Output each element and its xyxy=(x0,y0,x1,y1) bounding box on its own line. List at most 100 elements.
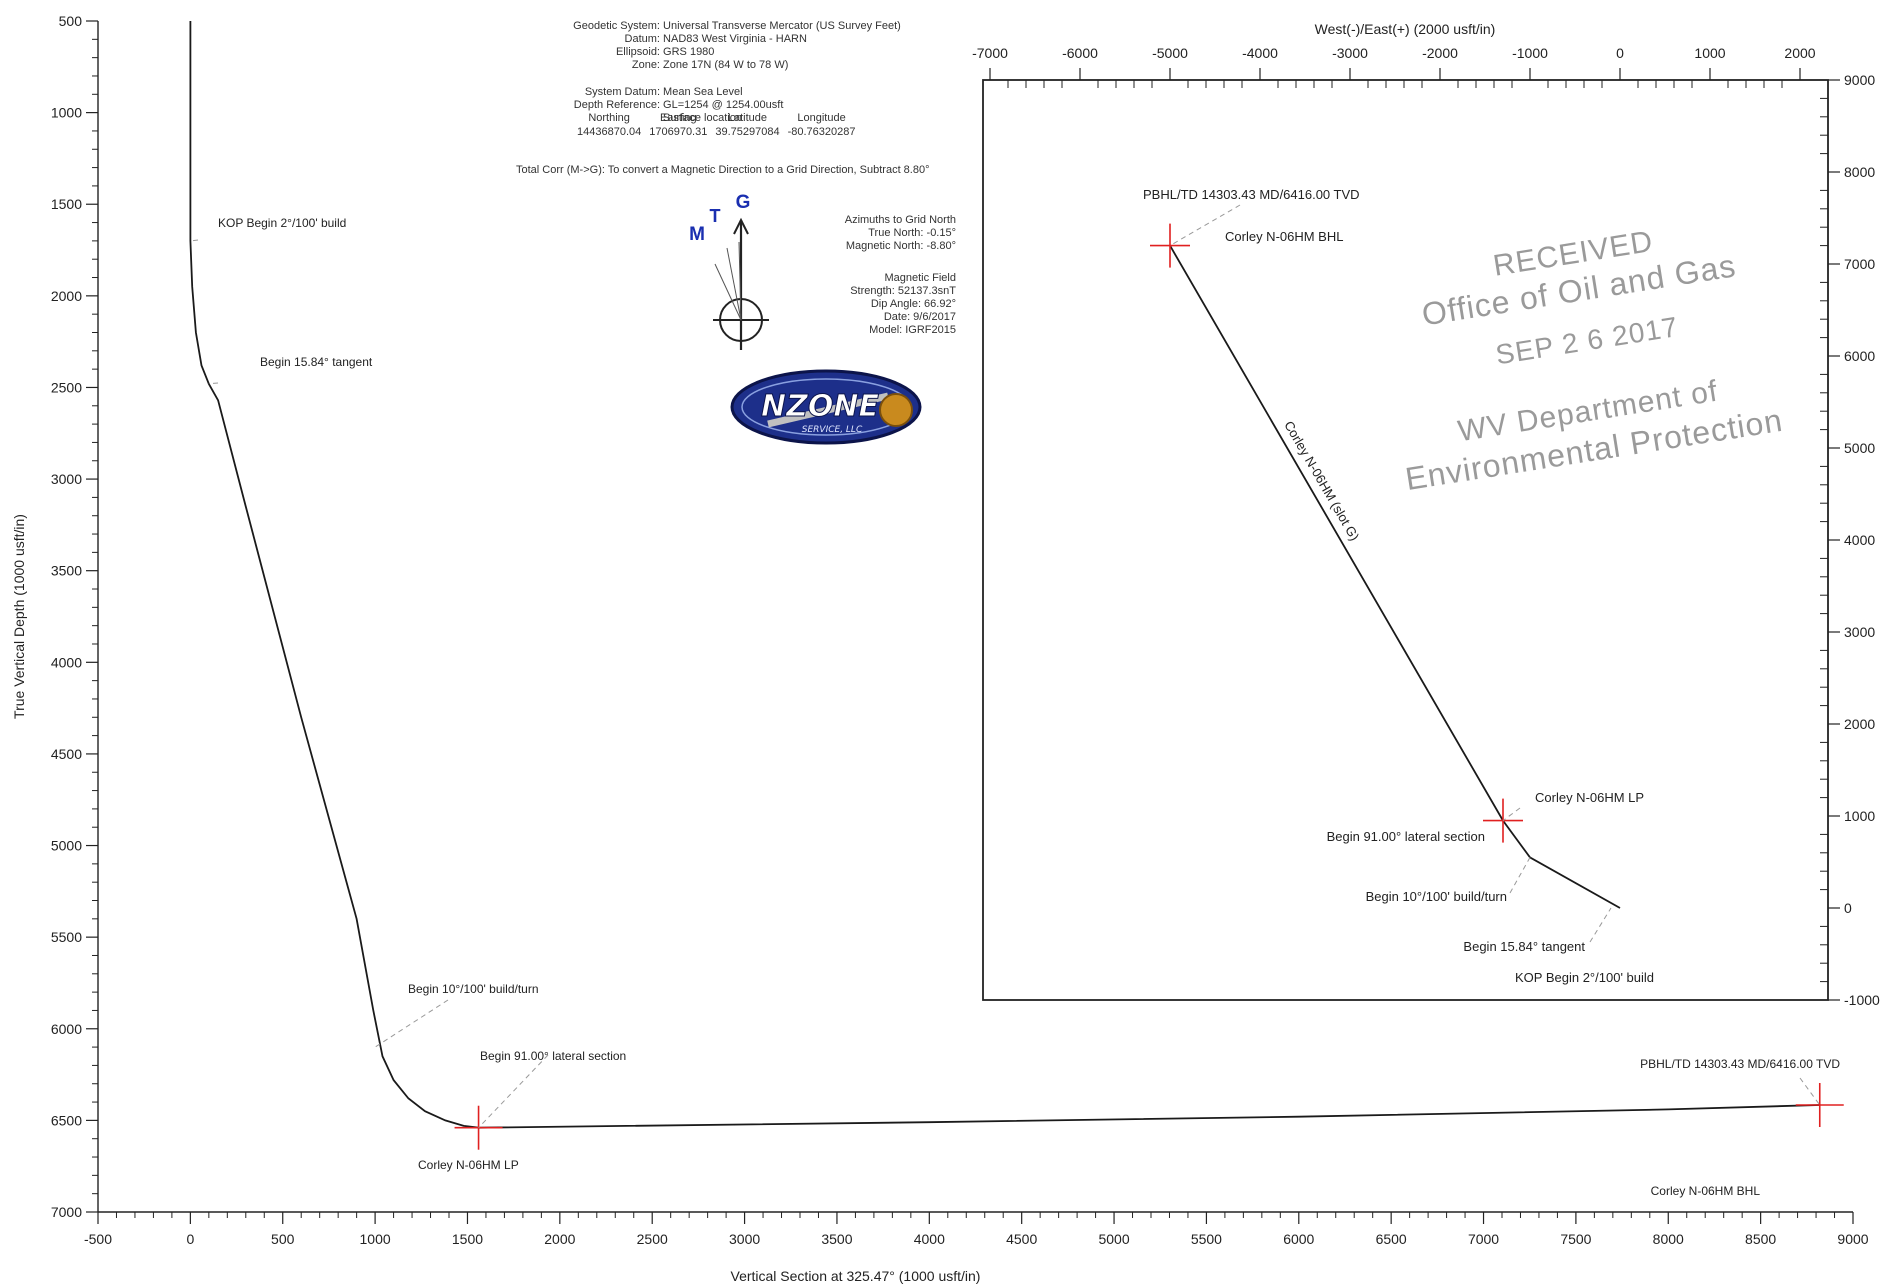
y-tick-label: 3000 xyxy=(51,471,82,487)
info-row: Datum: NAD83 West Virginia - HARN xyxy=(548,33,901,46)
annotation-leader xyxy=(190,239,199,242)
plan-y-tick-label: 6000 xyxy=(1844,348,1875,364)
annotation-leader xyxy=(1799,1077,1821,1106)
plan-series-label: Corley N-06HM (slot G) xyxy=(1281,418,1362,543)
y-tick-label: 7000 xyxy=(51,1204,82,1220)
model-value: Model: IGRF2015 xyxy=(869,324,956,336)
annotation-label: PBHL/TD 14303.43 MD/6416.00 TVD xyxy=(1640,1057,1840,1071)
info-row: Geodetic System: Universal Transverse Me… xyxy=(548,20,901,33)
y-tick-label: 6000 xyxy=(51,1021,82,1037)
info-label: Zone: xyxy=(631,59,660,71)
plan-y-tick-label: 5000 xyxy=(1844,440,1875,456)
true-north-line xyxy=(738,241,742,321)
magnetic-north-label: M xyxy=(689,224,705,245)
plan-annotation-leader xyxy=(1502,807,1521,822)
svg-text:NZONE: NZONE xyxy=(761,389,879,424)
magnetic-north-line-2 xyxy=(714,263,742,321)
plan-x-tick-label: -4000 xyxy=(1242,45,1278,61)
info-value: Surface location xyxy=(660,112,742,124)
x-tick-label: 5000 xyxy=(1098,1231,1129,1247)
x-tick-label: 7500 xyxy=(1560,1231,1591,1247)
x-tick-label: 1500 xyxy=(452,1231,483,1247)
info-value: NAD83 West Virginia - HARN xyxy=(660,33,807,45)
north-arrow-diagram: GTM xyxy=(689,192,769,350)
system-info: System Datum: Mean Sea Level Depth Refere… xyxy=(548,86,784,125)
x-tick-label: 4000 xyxy=(914,1231,945,1247)
plan-annotation-leader xyxy=(1509,857,1531,894)
plan-x-axis-label: West(-)/East(+) (2000 usft/in) xyxy=(1315,21,1496,37)
true-north-label: T xyxy=(710,206,721,226)
plan-annotation-label: Corley N-06HM LP xyxy=(1535,790,1644,805)
plan-x-tick-label: 1000 xyxy=(1694,45,1725,61)
plan-x-tick-label: -5000 xyxy=(1152,45,1188,61)
info-label: Ellipsoid: xyxy=(615,46,660,58)
y-tick-label: 4000 xyxy=(51,654,82,670)
plan-x-tick-label: -1000 xyxy=(1512,45,1548,61)
azimuths-title: Azimuths to Grid North xyxy=(844,214,956,226)
magnetic-north-value: Magnetic North: -8.80° xyxy=(845,240,956,252)
location-header: Easting xyxy=(659,112,697,124)
plan-y-tick-label: 9000 xyxy=(1844,72,1875,88)
annotation-leader xyxy=(374,999,449,1048)
plan-view-chart: -7000 -6000 -5000 -4000 -3000 -2000 -1000 0 1000… xyxy=(972,21,1880,1008)
info-value: Zone 17N (84 W to 78 W) xyxy=(660,59,789,71)
y-tick-label: 2000 xyxy=(51,288,82,304)
plan-x-tick-label: 0 xyxy=(1616,45,1624,61)
x-axis-label: Vertical Section at 325.47° (1000 usft/i… xyxy=(731,1268,981,1284)
location-header: Northing xyxy=(588,112,630,124)
plan-annotation-leader xyxy=(1589,907,1612,943)
y-tick-label: 1000 xyxy=(51,105,82,121)
surface-location-table: Northing Easting Latitude Longitude 1443687… xyxy=(572,110,861,140)
y-tick-label: 3500 xyxy=(51,563,82,579)
x-tick-label: 0 xyxy=(186,1231,194,1247)
y-tick-label: 4500 xyxy=(51,746,82,762)
y-tick-label: 2500 xyxy=(51,379,82,395)
x-tick-label: 3000 xyxy=(729,1231,760,1247)
date-value: Date: 9/6/2017 xyxy=(883,311,956,323)
annotation-leader xyxy=(208,382,219,385)
location-value: 14436870.04 xyxy=(577,126,642,138)
info-value: Universal Transverse Mercator (US Survey… xyxy=(660,20,901,32)
plan-x-tick-label: -2000 xyxy=(1422,45,1458,61)
y-tick-label: 5000 xyxy=(51,838,82,854)
x-tick-label: 3500 xyxy=(821,1231,852,1247)
info-value: GRS 1980 xyxy=(660,46,715,58)
y-tick-label: 5500 xyxy=(51,929,82,945)
plan-x-tick-label: -3000 xyxy=(1332,45,1368,61)
azimuths-block: Azimuths to Grid North True North: -0.15… xyxy=(800,214,956,253)
x-tick-label: 6000 xyxy=(1283,1231,1314,1247)
y-tick-label: 500 xyxy=(59,13,83,29)
x-tick-label: 8500 xyxy=(1745,1231,1776,1247)
magnetic-field-title: Magnetic Field xyxy=(884,272,956,284)
plan-annotation-label: Corley N-06HM BHL xyxy=(1225,229,1343,244)
y-tick-label: 1500 xyxy=(51,196,82,212)
annotation-label: KOP Begin 2°/100' build xyxy=(218,216,346,230)
info-row: Zone: Zone 17N (84 W to 78 W) xyxy=(548,59,901,72)
plan-y-tick-label: 3000 xyxy=(1844,624,1875,640)
x-tick-label: 7000 xyxy=(1468,1231,1499,1247)
x-tick-label: -500 xyxy=(84,1231,112,1247)
total-correction-note: Total Corr (M->G): To convert a Magnetic… xyxy=(516,164,930,176)
trajectory-line xyxy=(189,21,1820,1129)
x-tick-label: 8000 xyxy=(1653,1231,1684,1247)
info-label: Geodetic System: xyxy=(573,20,660,32)
location-value: 39.75297084 xyxy=(715,126,780,138)
stamp-line: SEP 2 6 2017 xyxy=(1494,311,1681,370)
info-row: System Datum: Mean Sea Level xyxy=(548,86,783,99)
dip-angle-value: Dip Angle: 66.92° xyxy=(870,298,956,310)
x-tick-label: 5500 xyxy=(1191,1231,1222,1247)
plan-annotation-label: Begin 91.00° lateral section xyxy=(1327,829,1485,844)
x-tick-label: 9000 xyxy=(1837,1231,1868,1247)
info-label: System Datum: xyxy=(584,86,660,98)
strength-value: Strength: 52137.3snT xyxy=(850,285,956,297)
info-row: Ellipsoid: GRS 1980 xyxy=(548,46,901,59)
true-north-value: True North: -0.15° xyxy=(868,227,956,239)
plan-y-tick-label: 8000 xyxy=(1844,164,1875,180)
x-tick-label: 4500 xyxy=(1006,1231,1037,1247)
x-tick-label: 2000 xyxy=(544,1231,575,1247)
annotation-label: Begin 15.84° tangent xyxy=(260,355,373,369)
annotation-leader xyxy=(478,1054,549,1129)
nzone-logo: NZONE SERVICE, LLC xyxy=(730,369,922,445)
info-label: Datum: xyxy=(624,33,660,45)
